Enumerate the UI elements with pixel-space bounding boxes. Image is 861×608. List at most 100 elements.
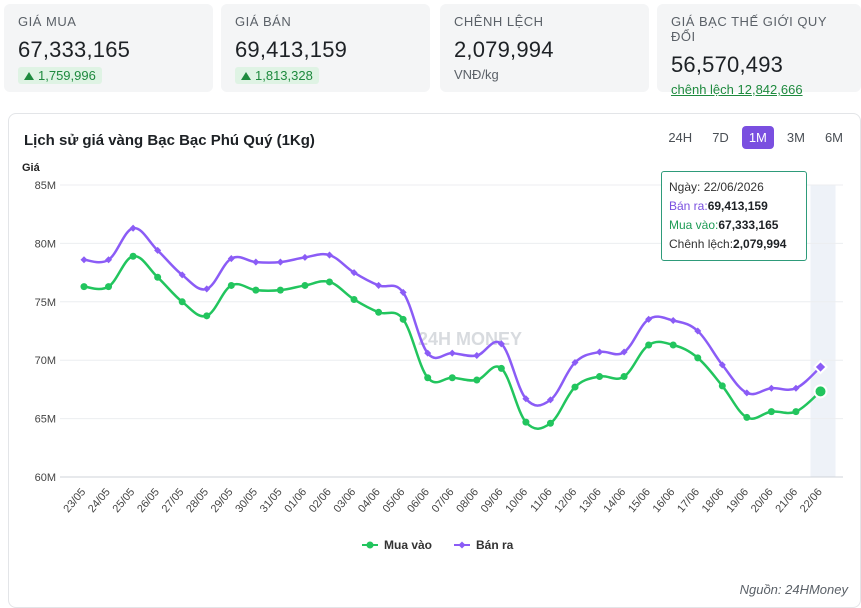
data-point-ban [813, 359, 828, 375]
x-tick-label: 05/06 [381, 486, 408, 515]
data-point-mua [743, 413, 751, 421]
x-tick-label: 23/05 [61, 486, 88, 515]
data-point-ban [645, 315, 653, 323]
data-point-mua [620, 373, 628, 381]
y-tick-label: 85M [35, 180, 56, 192]
data-point-mua [154, 273, 162, 281]
data-point-mua [80, 283, 88, 291]
data-point-ban [252, 258, 260, 266]
data-point-mua [203, 312, 211, 320]
range-1m-button[interactable]: 1M [741, 126, 774, 149]
range-6m-button[interactable]: 6M [824, 130, 843, 145]
stat-label: CHÊNH LỆCH [454, 14, 544, 29]
x-tick-label: 02/06 [307, 486, 334, 515]
data-point-mua [792, 408, 800, 416]
highlight-band [810, 185, 836, 477]
watermark: 24H MONEY [418, 329, 522, 349]
x-tick-label: 25/05 [111, 486, 138, 515]
data-point-ban [718, 361, 726, 369]
stat-label: GIÁ BÁN [235, 14, 292, 29]
stat-label: GIÁ MUA [18, 14, 77, 29]
range-3m-button[interactable]: 3M [786, 130, 805, 145]
data-point-mua [718, 382, 726, 390]
chart-title: Lịch sử giá vàng Bạc Bạc Phú Quý (1Kg) [24, 132, 315, 149]
y-tick-label: 65M [35, 414, 56, 426]
range-24h-button[interactable]: 24H [668, 130, 693, 145]
data-point-mua [399, 315, 407, 323]
data-point-ban [375, 281, 383, 289]
stat-card-diff: CHÊNH LỆCH 2,079,994 VNĐ/kg [440, 4, 649, 92]
data-point-mua [645, 341, 653, 349]
x-tick-label: 22/06 [798, 486, 825, 515]
x-tick-label: 12/06 [552, 486, 579, 515]
up-arrow-icon [24, 71, 34, 80]
data-point-mua [424, 374, 432, 382]
x-tick-label: 01/06 [282, 486, 309, 515]
tooltip-date: 22/06/2026 [703, 180, 764, 194]
x-tick-label: 17/06 [675, 486, 702, 515]
change-value: 1,759,996 [38, 68, 96, 83]
data-point-mua [178, 298, 186, 306]
data-point-mua [276, 286, 284, 294]
x-tick-label: 10/06 [503, 486, 530, 515]
x-tick-label: 16/06 [651, 486, 678, 515]
data-point-mua [473, 376, 481, 384]
x-tick-label: 21/06 [773, 486, 800, 515]
data-point-ban [522, 395, 530, 403]
x-tick-label: 31/05 [258, 486, 285, 515]
tooltip-ban-value: 69,413,159 [707, 199, 768, 213]
data-point-mua [522, 418, 530, 426]
x-tick-label: 06/06 [405, 486, 432, 515]
tooltip-diff-label: Chênh lệch: [669, 237, 734, 251]
data-point-mua [252, 286, 260, 294]
tooltip-diff-value: 2,079,994 [733, 237, 787, 251]
data-point-mua [350, 295, 358, 303]
data-point-mua [105, 283, 113, 291]
x-tick-label: 24/05 [86, 486, 113, 515]
legend-label-ban: Bán ra [476, 538, 514, 552]
stat-value: 67,333,165 [18, 37, 131, 62]
up-arrow-icon [241, 71, 251, 80]
tooltip-date-label: Ngày: [669, 180, 704, 194]
data-point-mua [813, 384, 828, 399]
data-point-ban [669, 316, 677, 324]
data-point-ban [80, 256, 88, 264]
data-point-mua [596, 373, 604, 381]
data-point-ban [767, 384, 775, 392]
legend-label-mua: Mua vào [384, 538, 432, 552]
stats-row: GIÁ MUA 67,333,165 1,759,996 GIÁ BÁN 69,… [0, 0, 861, 97]
stat-value: 69,413,159 [235, 37, 348, 62]
range-7d-button[interactable]: 7D [712, 130, 729, 145]
change-badge: 1,813,328 [235, 67, 319, 84]
x-tick-label: 09/06 [479, 486, 506, 515]
legend-marker-mua [366, 541, 374, 549]
data-point-ban [154, 246, 162, 254]
x-tick-label: 04/06 [356, 486, 383, 515]
data-point-mua [326, 278, 333, 286]
stat-card-sell: GIÁ BÁN 69,413,159 1,813,328 [221, 4, 430, 92]
source-note: Nguồn: 24HMoney [739, 582, 848, 597]
change-badge: 1,759,996 [18, 67, 102, 84]
x-tick-label: 03/06 [331, 486, 358, 515]
data-point-ban [546, 396, 554, 404]
x-tick-label: 13/06 [577, 486, 604, 515]
data-point-mua [497, 364, 505, 372]
data-point-ban [473, 351, 481, 360]
x-tick-label: 28/05 [184, 486, 211, 515]
change-value: 1,813,328 [255, 68, 313, 83]
data-point-ban [276, 258, 284, 266]
data-point-ban [792, 384, 800, 392]
data-point-ban [571, 359, 579, 367]
data-point-mua [301, 281, 309, 289]
diff-link[interactable]: chênh lệch 12,842,666 [671, 82, 803, 97]
y-tick-label: 80M [35, 238, 56, 250]
x-tick-label: 11/06 [528, 486, 554, 514]
data-point-ban [178, 271, 186, 279]
chart-tooltip: Ngày: 22/06/2026 Bán ra:69,413,159 Mua v… [661, 171, 807, 261]
x-tick-label: 08/06 [454, 486, 481, 515]
stat-label: GIÁ BẠC THẾ GIỚI QUY ĐỔI [671, 14, 827, 44]
tooltip-mua-value: 67,333,165 [718, 218, 779, 232]
data-point-ban [743, 389, 751, 397]
stat-card-world: GIÁ BẠC THẾ GIỚI QUY ĐỔI 56,570,493 chên… [657, 4, 861, 97]
